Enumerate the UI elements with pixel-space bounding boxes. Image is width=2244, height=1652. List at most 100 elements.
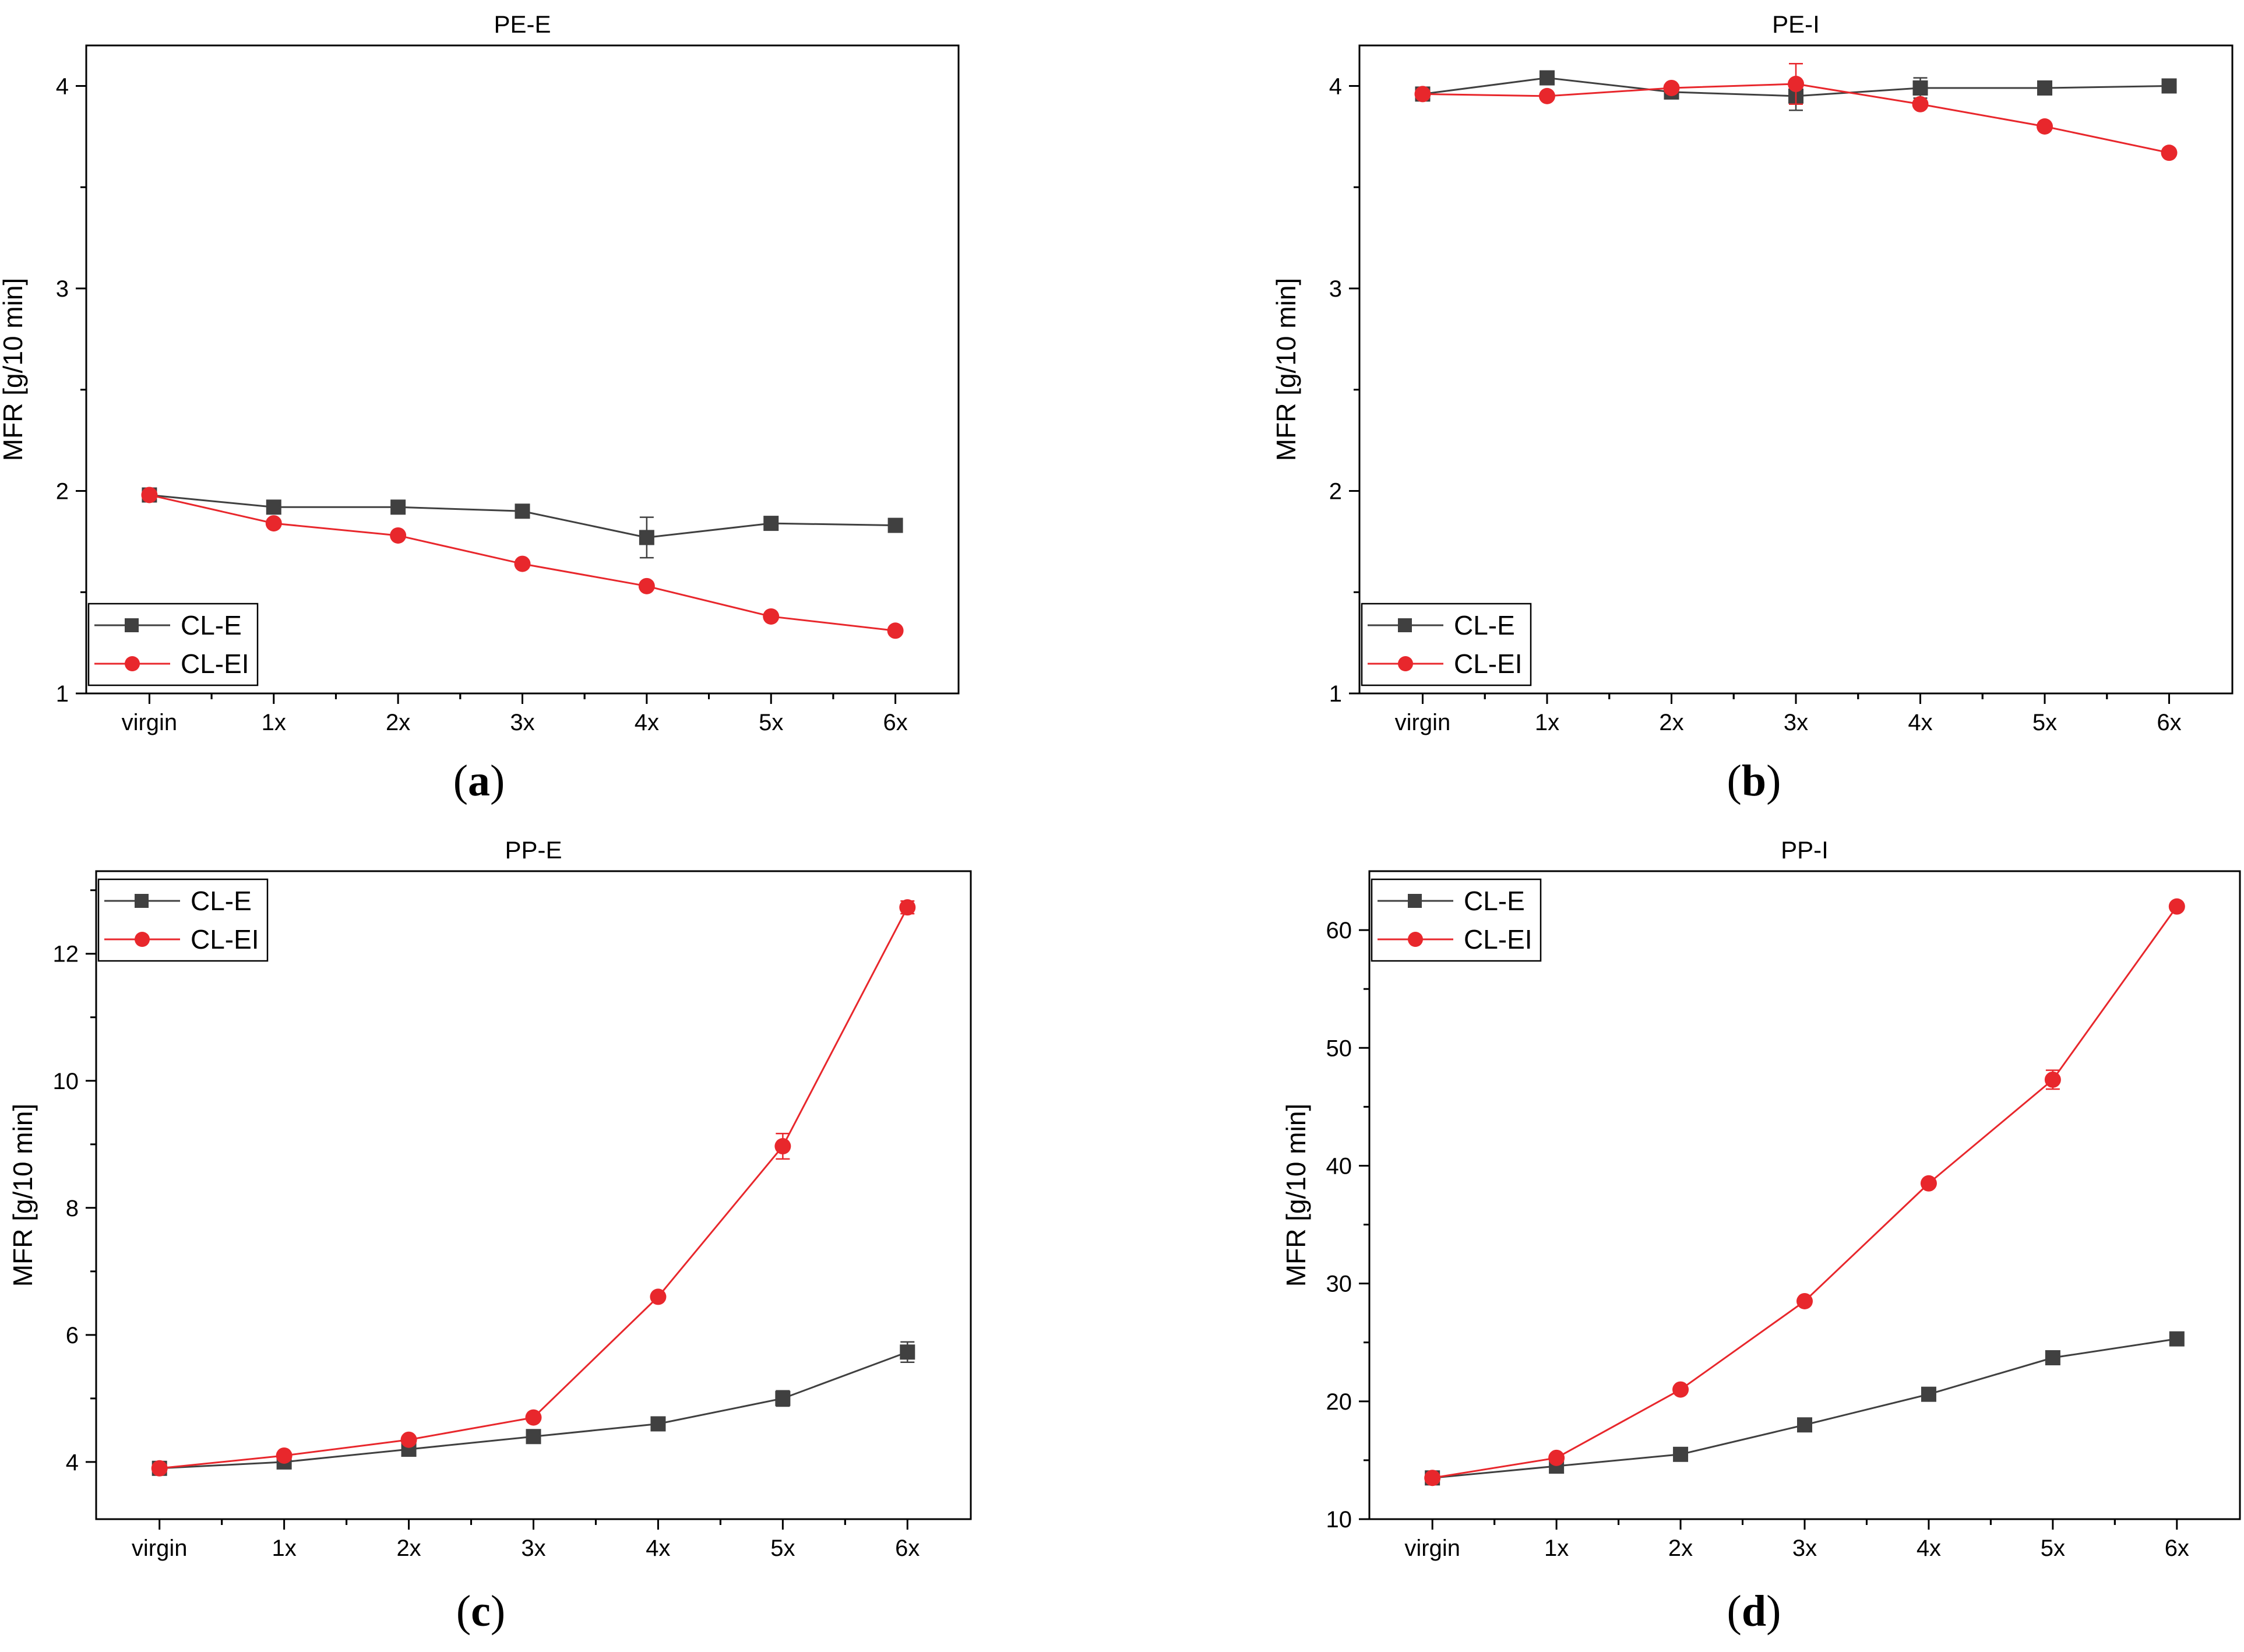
data-point (650, 1416, 666, 1432)
y-tick-label: 1 (1329, 681, 1342, 707)
data-point (2044, 1071, 2061, 1088)
y-tick-label: 30 (1326, 1271, 1352, 1297)
legend-marker (135, 894, 149, 908)
x-tick-label: 1x (1535, 710, 1559, 735)
chart-panel-b: PE-I MFR [g/10 min] 1 2 3 4 virgin 1x 2x 3x 4x 5x 6x… (1271, 10, 2234, 735)
data-point (1921, 1386, 1936, 1402)
x-tick-label: 3x (1784, 710, 1808, 735)
x-tick-label: 6x (2165, 1535, 2189, 1561)
series-cl-e (152, 1341, 915, 1476)
data-point (1538, 87, 1555, 104)
panel-caption: (c) (456, 1587, 505, 1636)
x-tick-label: 5x (770, 1535, 795, 1561)
x-tick-label: 6x (883, 710, 907, 735)
x-tick-label: 2x (1659, 710, 1683, 735)
chart-panel-a: PE-E MFR [g/10 min] 1 2 3 4 virgin 1x 2x 3x 4x 5x 6x… (0, 10, 960, 735)
legend-label: CL-E (191, 886, 252, 916)
panel-caption: (d) (1727, 1587, 1781, 1636)
legend-label: CL-EI (191, 924, 259, 954)
series-line (159, 907, 908, 1470)
y-tick-label: 4 (56, 74, 69, 100)
caption-close: ) (1766, 1587, 1781, 1636)
x-tick-label: virgin (122, 710, 178, 735)
x-tick-label: 4x (635, 710, 659, 735)
legend-label: CL-EI (181, 649, 249, 679)
data-point (400, 1431, 417, 1448)
data-point (2161, 145, 2178, 161)
legend-label: CL-EI (1464, 924, 1533, 954)
data-point (1414, 86, 1431, 103)
data-point (1797, 1417, 1812, 1433)
data-point (514, 555, 531, 572)
legend-box (97, 878, 269, 962)
y-tick-label: 6 (66, 1323, 79, 1348)
data-point (2037, 118, 2053, 135)
legend-label: CL-E (1464, 886, 1525, 916)
series-cl-e (1425, 1331, 2185, 1486)
data-point (515, 503, 530, 519)
x-tick-label: 1x (272, 1535, 297, 1561)
x-tick-label: 2x (1668, 1535, 1693, 1561)
x-tick-label: 2x (396, 1535, 421, 1561)
y-tick-label: 8 (66, 1196, 79, 1221)
caption-letter: c (471, 1587, 491, 1636)
legend-marker (1398, 656, 1413, 671)
y-axis-label: MFR [g/10 min] (0, 278, 28, 461)
y-tick-label: 2 (56, 479, 69, 505)
series-cl-ei (1414, 63, 2178, 161)
data-point (774, 1138, 791, 1155)
data-point (2045, 1350, 2060, 1366)
chart-title: PP-E (505, 836, 562, 864)
data-point (639, 530, 654, 545)
y-tick-label: 10 (1326, 1507, 1352, 1533)
data-point (887, 622, 904, 639)
caption-open: ( (1727, 1587, 1742, 1636)
data-point (1912, 80, 1928, 96)
legend-marker (1398, 618, 1412, 632)
series-cl-ei (141, 487, 904, 639)
y-tick-label: 3 (56, 276, 69, 302)
x-tick-label: 1x (1544, 1535, 1569, 1561)
x-tick-label: 4x (1908, 710, 1932, 735)
data-point (2168, 898, 2185, 915)
x-tick-label: 1x (262, 710, 286, 735)
y-tick-label: 20 (1326, 1389, 1352, 1415)
caption-letter: a (468, 756, 490, 805)
data-point (763, 516, 779, 531)
legend-label: CL-EI (1454, 649, 1523, 679)
data-point (900, 1344, 915, 1360)
caption-open: ( (456, 1587, 471, 1636)
data-point (1788, 76, 1804, 93)
x-tick-label: 4x (646, 1535, 670, 1561)
data-point (763, 608, 780, 625)
caption-close: ) (491, 1587, 505, 1636)
data-point (2037, 80, 2053, 96)
x-tick-label: 5x (759, 710, 783, 735)
series-line (1432, 906, 2178, 1479)
data-point (1663, 79, 1680, 96)
legend-label: CL-E (1454, 610, 1515, 640)
data-point (1920, 1175, 1937, 1192)
series-cl-e (142, 487, 903, 559)
x-tick-label: 6x (895, 1535, 920, 1561)
data-point (390, 527, 407, 544)
data-point (1912, 96, 1929, 112)
data-point (1673, 1446, 1689, 1462)
x-tick-label: 3x (1792, 1535, 1817, 1561)
panel-caption: (b) (1727, 756, 1781, 805)
legend: CL-E CL-EI (1371, 878, 1542, 962)
data-point (1424, 1470, 1441, 1487)
legend-marker (135, 932, 150, 947)
data-point (1796, 1292, 1813, 1309)
y-tick-label: 4 (1329, 74, 1342, 100)
y-axis-label: MFR [g/10 min] (1271, 278, 1301, 461)
data-point (650, 1288, 667, 1305)
data-point (775, 1390, 791, 1406)
x-tick-label: 4x (1917, 1535, 1941, 1561)
x-tick-label: virgin (132, 1535, 188, 1561)
x-tick-label: virgin (1395, 710, 1451, 735)
data-point (151, 1460, 168, 1477)
y-tick-label: 4 (66, 1450, 79, 1475)
panel-caption: (a) (453, 756, 505, 805)
